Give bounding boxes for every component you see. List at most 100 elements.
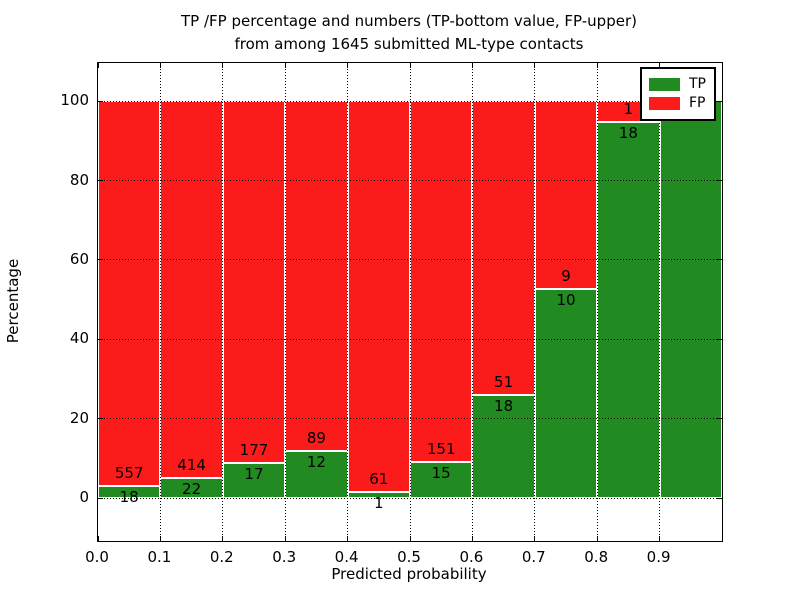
y-tick-label: 80	[69, 170, 89, 189]
x-tick-mark	[471, 536, 473, 541]
x-tick-label: 0.6	[459, 548, 484, 566]
bar-segment-tp	[285, 450, 348, 499]
x-tick-label: 0.9	[646, 548, 671, 566]
y-tick-label: 100	[60, 91, 89, 110]
bar-segment-tp	[659, 101, 722, 499]
x-tick-mark	[534, 536, 536, 541]
y-gridline	[98, 180, 722, 181]
y-tick-mark-right	[717, 497, 722, 499]
x-tick-label: 0.1	[147, 548, 172, 566]
y-tick-mark	[98, 259, 103, 261]
y-tick-label: 40	[69, 329, 89, 348]
y-tick-mark-right	[717, 180, 722, 181]
x-tick-mark-top	[159, 63, 161, 68]
x-gridline	[596, 63, 598, 541]
bar-label-fp: 1	[623, 99, 634, 118]
x-gridline	[284, 63, 286, 541]
bar-label-fp: 51	[494, 372, 514, 391]
x-tick-label: 0.5	[397, 548, 421, 566]
x-tick-mark	[409, 536, 411, 541]
x-tick-label: 0.0	[85, 548, 109, 566]
legend-swatch-tp-icon	[649, 78, 680, 91]
bar-label-fp: 61	[369, 469, 389, 488]
bar-label-fp: 557	[114, 463, 144, 482]
bar-segment-fp	[160, 101, 223, 479]
bar-segment-fp	[285, 101, 348, 451]
x-tick-mark-top	[659, 63, 661, 68]
x-tick-mark-top	[596, 63, 598, 68]
bar-label-tp: 10	[556, 291, 576, 310]
bar-label-fp: 177	[239, 441, 269, 460]
x-tick-label: 0.3	[272, 548, 297, 566]
bar-label-fp: 9	[561, 267, 571, 286]
x-gridline	[222, 63, 224, 541]
y-tick-mark-right	[717, 100, 722, 102]
bar-label-tp: 18	[618, 123, 638, 142]
bar-segment-fp	[534, 101, 598, 290]
legend-item-tp: TP	[649, 76, 706, 93]
x-tick-mark-top	[222, 63, 224, 68]
x-tick-mark-top	[534, 63, 536, 68]
legend: TP FP	[640, 67, 716, 121]
bar-label-fp: 414	[177, 456, 206, 475]
x-tick-label: 0.7	[521, 548, 546, 566]
x-tick-mark-top	[347, 63, 349, 68]
bar-segment-fp	[98, 101, 161, 486]
bar-label-tp: 18	[119, 487, 139, 506]
bar-segment-fp	[410, 101, 473, 463]
x-gridline	[659, 63, 661, 541]
legend-label-tp: TP	[689, 76, 706, 92]
y-tick-mark-right	[717, 338, 722, 340]
bar-label-tp: 17	[244, 465, 264, 484]
chart-title: TP /FP percentage and numbers (TP-bottom…	[97, 10, 721, 56]
y-tick-label: 60	[69, 249, 89, 268]
x-axis-label: Predicted probability	[331, 565, 487, 583]
bar-segment-tp	[98, 485, 161, 499]
y-tick-mark	[98, 180, 103, 181]
y-tick-mark-right	[717, 259, 722, 261]
bar-segment-tp	[347, 491, 410, 499]
y-tick-mark-right	[717, 418, 722, 420]
y-gridline	[98, 259, 722, 261]
y-gridline	[98, 418, 722, 420]
x-gridline	[409, 63, 411, 541]
x-tick-mark	[97, 536, 99, 541]
bar-label-tp: 15	[431, 464, 451, 483]
x-gridline	[347, 63, 349, 541]
y-tick-mark	[98, 100, 103, 102]
x-tick-mark-top	[284, 63, 286, 68]
bar-label-tp: 22	[182, 480, 202, 499]
bar-segment-tp	[410, 462, 473, 499]
bar-segment-tp	[534, 289, 598, 499]
x-tick-label: 0.4	[334, 548, 359, 566]
y-tick-label: 20	[69, 408, 89, 427]
y-gridline	[98, 338, 722, 340]
x-tick-mark-top	[97, 63, 99, 68]
legend-item-fp: FP	[649, 95, 706, 112]
x-tick-mark	[347, 536, 349, 541]
bar-label-tp: 18	[494, 396, 514, 415]
bar-segment-fp	[347, 101, 410, 492]
x-gridline	[159, 63, 161, 541]
bar-label-tp: 12	[306, 452, 326, 471]
x-tick-mark-top	[471, 63, 473, 68]
x-tick-mark-top	[409, 63, 411, 68]
x-tick-label: 0.2	[209, 548, 234, 566]
bar-segment-tp	[597, 121, 660, 499]
chart-title-line1: TP /FP percentage and numbers (TP-bottom…	[181, 12, 637, 30]
x-gridline	[534, 63, 536, 541]
chart-title-line2: from among 1645 submitted ML-type contac…	[234, 35, 584, 53]
x-tick-mark	[159, 536, 161, 541]
bar-segment-fp	[222, 101, 286, 464]
y-tick-label: 0	[79, 488, 89, 507]
y-gridline	[98, 100, 722, 102]
bar-segment-fp	[472, 101, 535, 395]
plot-area: TP FP 557 18 414 22 177 17 89 12 61 1 151 15 51 18 9 10…	[97, 62, 723, 542]
bar-label-fp: 89	[306, 428, 326, 447]
x-tick-label: 0.8	[584, 548, 609, 566]
legend-swatch-fp-icon	[649, 97, 680, 110]
x-tick-mark	[659, 536, 661, 541]
legend-label-fp: FP	[689, 95, 706, 111]
y-tick-mark	[98, 418, 103, 420]
